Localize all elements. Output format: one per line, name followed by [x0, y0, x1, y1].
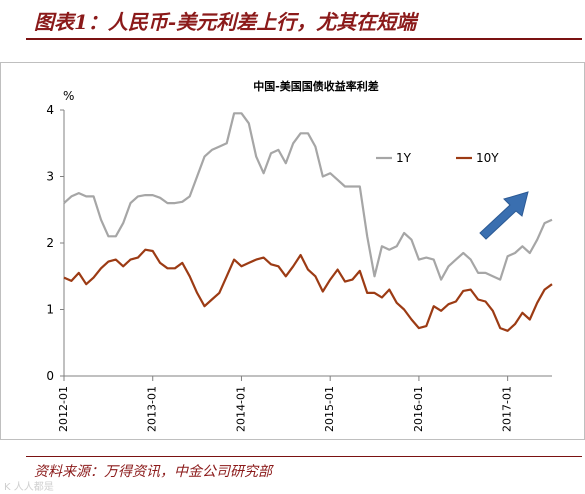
y-tick-label: 3: [46, 170, 54, 184]
series-layer: [63, 112, 553, 332]
y-axis-unit: %: [63, 89, 74, 103]
x-tick-label: 2015-01: [323, 386, 336, 432]
series-line-10y: [63, 248, 553, 332]
trend-arrow: [479, 191, 529, 240]
legend-label-1y: 1Y: [396, 151, 412, 165]
spread-line-chart: 中国-美国国债收益率利差 % 0 1 2 3 4 2012-01 2013-01 2014-0…: [0, 62, 585, 440]
y-tick-label: 4: [46, 103, 54, 117]
x-tick-label: 2017-01: [501, 386, 514, 432]
chart-frame: 中国-美国国债收益率利差 % 0 1 2 3 4 2012-01 2013-01 2014-0…: [0, 62, 585, 440]
y-tick-label: 2: [46, 236, 54, 250]
x-tick-label: 2016-01: [412, 386, 425, 432]
footer-divider: [26, 456, 582, 457]
y-tick-label: 1: [46, 303, 54, 317]
x-tick-label: 2013-01: [146, 386, 159, 432]
chart-border: [0, 62, 585, 440]
x-tick-label: 2012-01: [57, 386, 70, 432]
legend-label-10y: 10Y: [476, 151, 499, 165]
x-tick-label: 2014-01: [234, 386, 247, 432]
series-line-1y: [63, 112, 553, 281]
page-title: 图表1：人民币-美元利差上行，尤其在短端: [34, 10, 417, 34]
watermark: K 人人都是: [4, 482, 54, 493]
axes: 0 1 2 3 4 2012-01 2013-01 2014-01 2015-01 2016-01…: [46, 103, 552, 432]
trend-arrow-shape: [479, 191, 529, 240]
source-note: 资料来源：万得资讯，中金公司研究部: [34, 464, 272, 480]
chart-title: 中国-美国国债收益率利差: [253, 79, 379, 93]
y-tick-label: 0: [46, 369, 54, 383]
legend: 1Y 10Y: [376, 151, 499, 165]
title-divider: [26, 38, 582, 40]
